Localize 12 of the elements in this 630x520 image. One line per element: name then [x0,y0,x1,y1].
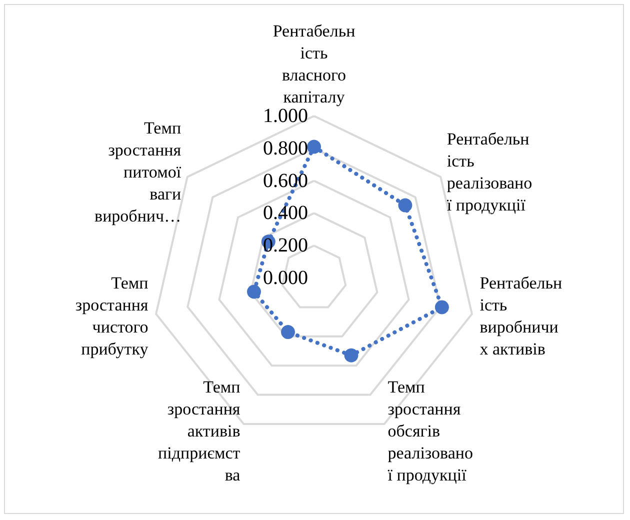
spoke-label: Темп зростання чистого прибутку [75,273,149,358]
spoke-label: Рентабельн ість реалізовано ї продукції [446,130,532,215]
spoke-label: Темп зростання обсягів реалізовано ї продукції [388,378,473,485]
y-tick-label: 0.600 [263,170,308,192]
y-tick-label: 0.400 [263,202,308,224]
spoke-label: Рентабельн ість власного капіталу [272,22,356,106]
y-tick-label: 0.800 [263,137,308,160]
y-tick-label: 0.000 [263,267,308,289]
y-tick-label: 1.000 [263,105,308,127]
spoke-label: Рентабельн ість виробничи х активів [480,273,562,358]
spoke-label: Темп зростання питомої ваги виробнич… [94,118,182,226]
spoke-label: Темп зростання активів підприємст ва [158,378,241,485]
